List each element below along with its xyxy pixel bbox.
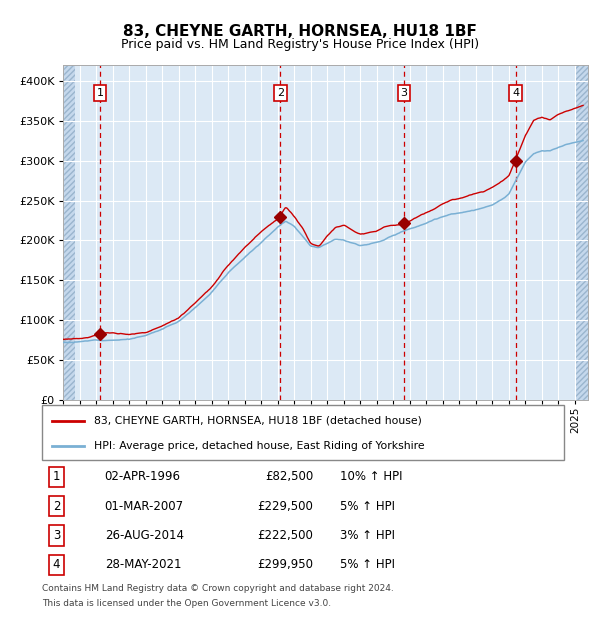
Text: 83, CHEYNE GARTH, HORNSEA, HU18 1BF: 83, CHEYNE GARTH, HORNSEA, HU18 1BF: [123, 24, 477, 38]
Text: £82,500: £82,500: [265, 470, 313, 483]
Bar: [63, 65, 74, 400]
Text: 2: 2: [53, 500, 61, 513]
Text: 1: 1: [97, 88, 104, 98]
Text: 83, CHEYNE GARTH, HORNSEA, HU18 1BF (detached house): 83, CHEYNE GARTH, HORNSEA, HU18 1BF (det…: [94, 416, 422, 426]
Text: 3: 3: [53, 529, 61, 542]
Text: 1: 1: [53, 470, 61, 483]
Text: 02-APR-1996: 02-APR-1996: [104, 470, 181, 483]
FancyBboxPatch shape: [42, 405, 564, 460]
Text: 5% ↑ HPI: 5% ↑ HPI: [340, 559, 395, 572]
Text: 2: 2: [277, 88, 284, 98]
Text: 4: 4: [512, 88, 519, 98]
Text: HPI: Average price, detached house, East Riding of Yorkshire: HPI: Average price, detached house, East…: [94, 441, 425, 451]
Text: 10% ↑ HPI: 10% ↑ HPI: [340, 470, 402, 483]
Text: £222,500: £222,500: [257, 529, 313, 542]
Text: 5% ↑ HPI: 5% ↑ HPI: [340, 500, 395, 513]
Text: 3: 3: [400, 88, 407, 98]
Text: £299,950: £299,950: [257, 559, 313, 572]
Text: 01-MAR-2007: 01-MAR-2007: [104, 500, 184, 513]
Text: 26-AUG-2014: 26-AUG-2014: [104, 529, 184, 542]
Bar: [577, 65, 588, 400]
Text: 28-MAY-2021: 28-MAY-2021: [104, 559, 181, 572]
Text: 4: 4: [53, 559, 61, 572]
Text: 3% ↑ HPI: 3% ↑ HPI: [340, 529, 395, 542]
Text: £229,500: £229,500: [257, 500, 313, 513]
Text: Contains HM Land Registry data © Crown copyright and database right 2024.: Contains HM Land Registry data © Crown c…: [42, 584, 394, 593]
Text: This data is licensed under the Open Government Licence v3.0.: This data is licensed under the Open Gov…: [42, 599, 331, 608]
Text: Price paid vs. HM Land Registry's House Price Index (HPI): Price paid vs. HM Land Registry's House …: [121, 38, 479, 51]
